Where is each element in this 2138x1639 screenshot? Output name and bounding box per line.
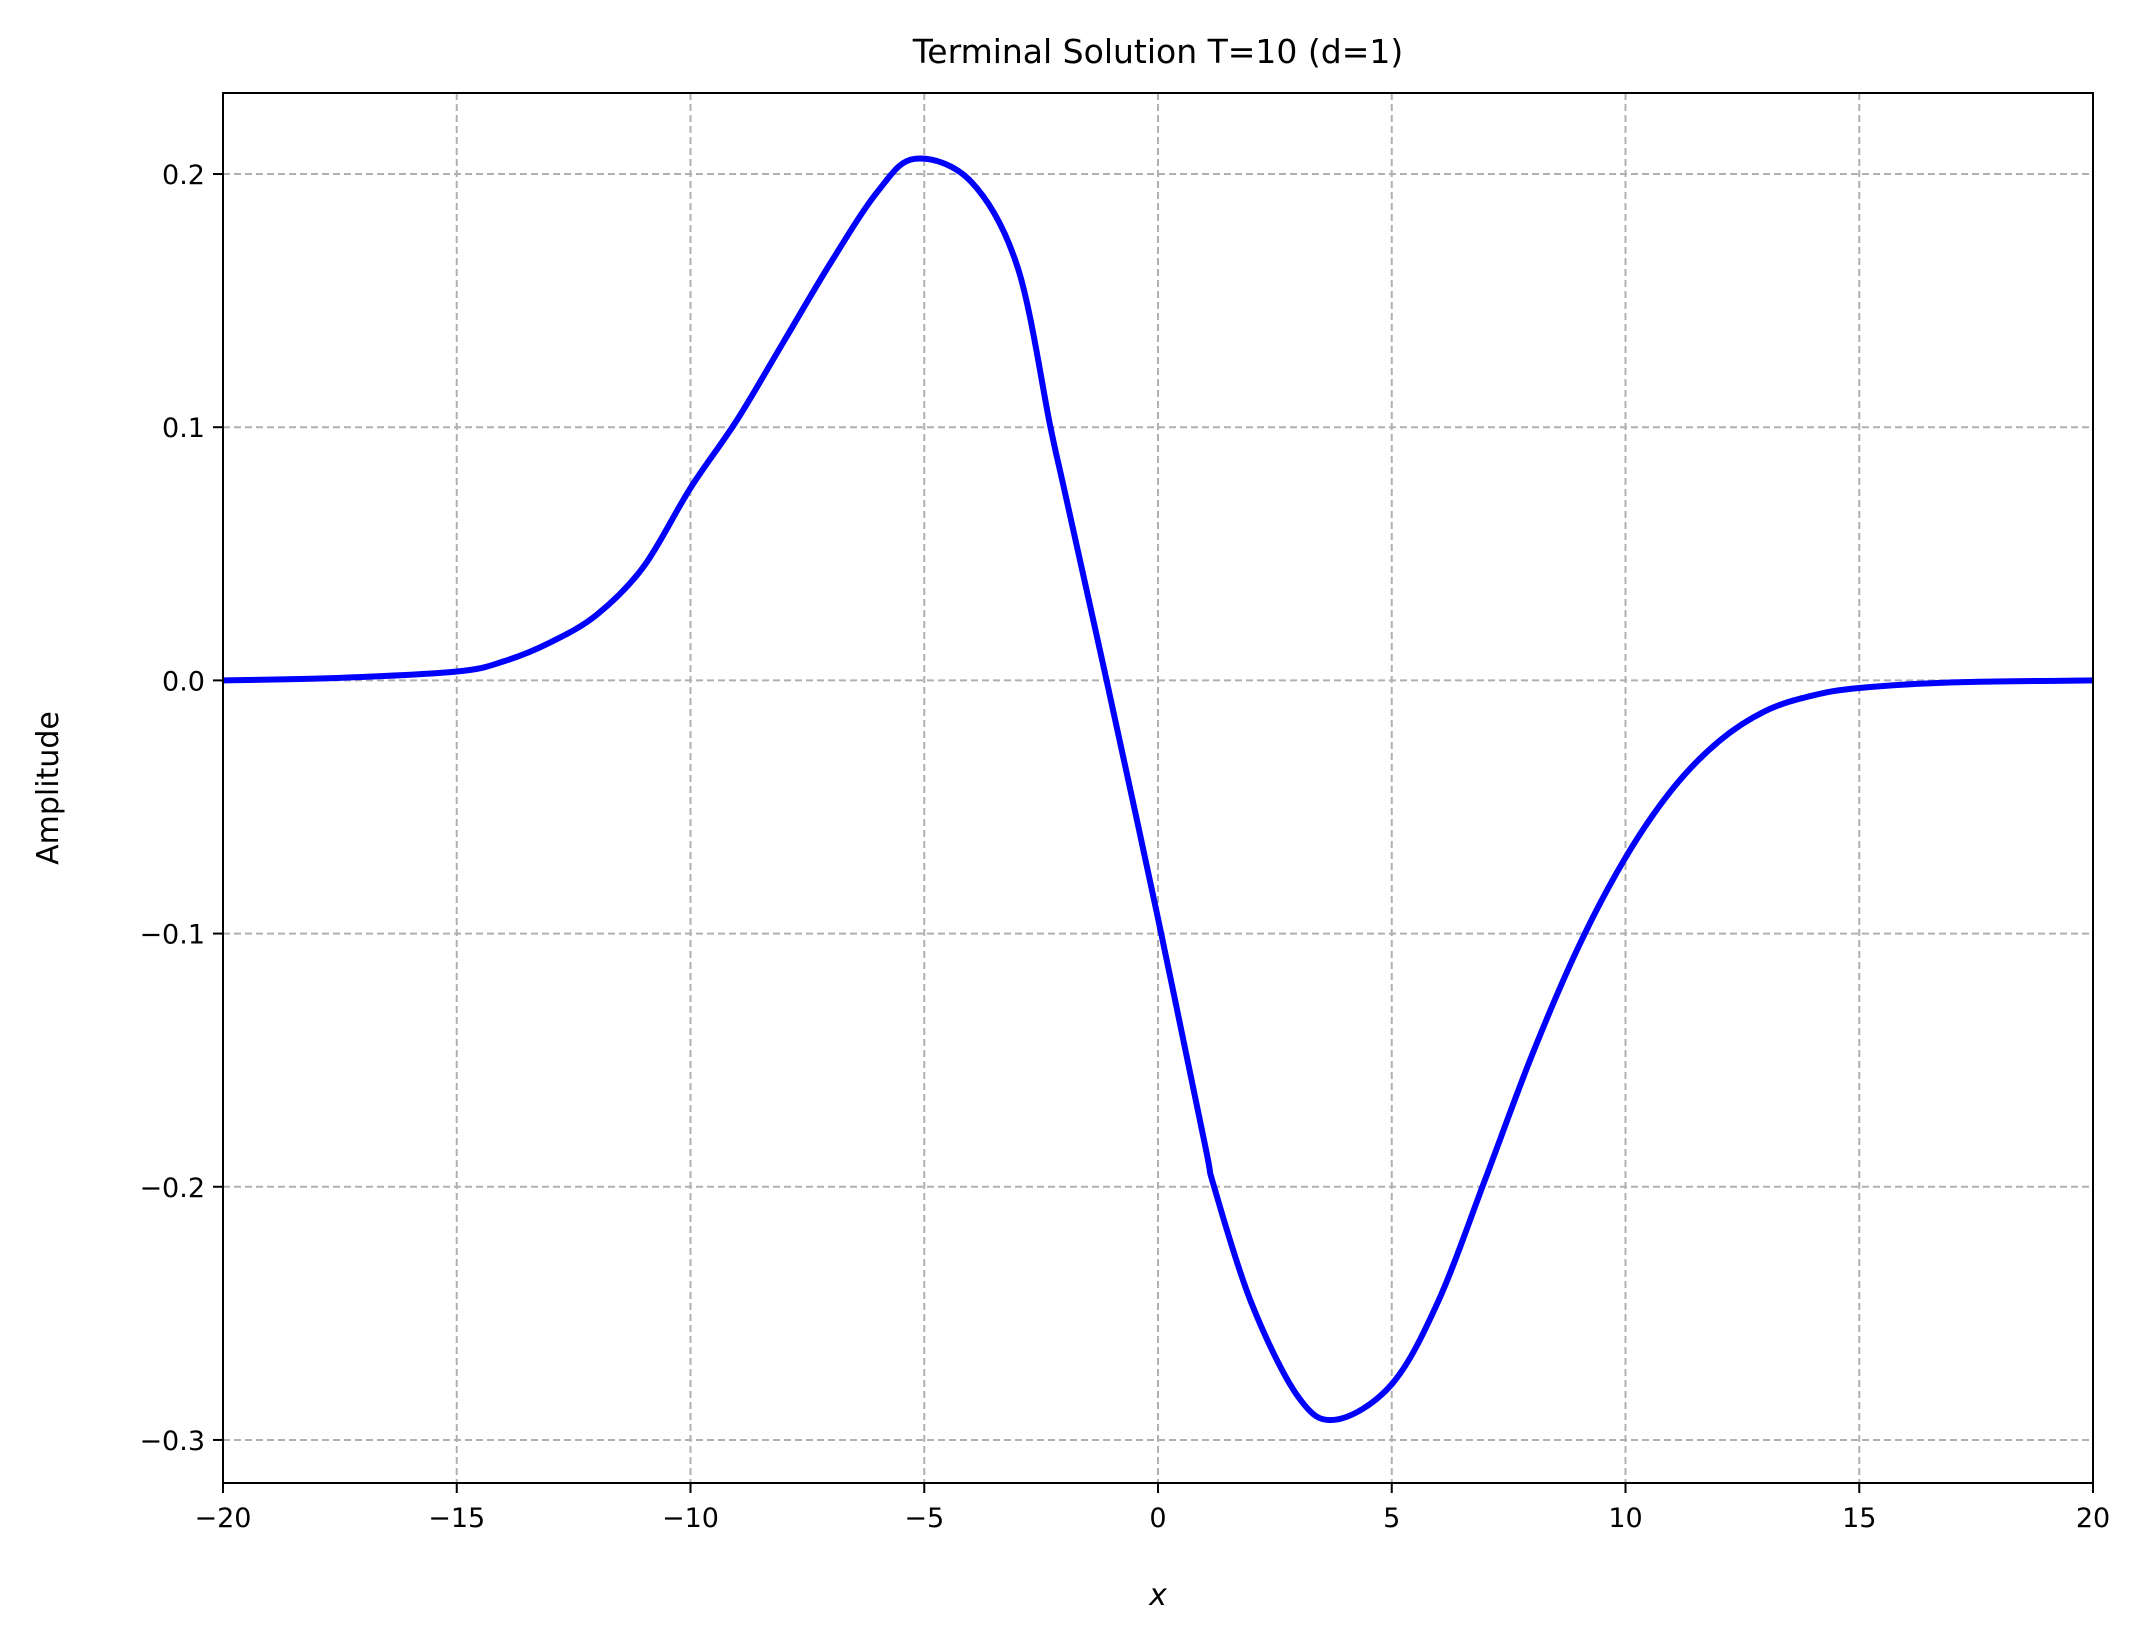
- y-tick-label: 0.1: [162, 413, 205, 444]
- x-tick-label: −15: [428, 1503, 485, 1534]
- x-ticks: −20 −15 −10 −5 0 5 10 15 20: [195, 1483, 2110, 1534]
- y-tick-label: −0.1: [139, 920, 205, 951]
- x-tick-label: −10: [662, 1503, 719, 1534]
- grid: [222, 93, 2094, 1483]
- y-ticks: −0.3 −0.2 −0.1 0.0 0.1 0.2: [139, 160, 223, 1457]
- y-tick-label: −0.3: [139, 1426, 205, 1457]
- y-tick-label: 0.2: [162, 160, 205, 191]
- y-tick-label: 0.0: [162, 666, 205, 697]
- x-tick-label: 20: [2076, 1503, 2110, 1534]
- x-tick-label: −5: [904, 1503, 944, 1534]
- series-line: [222, 155, 2094, 1424]
- y-tick-label: −0.2: [139, 1173, 205, 1204]
- y-axis-label: Amplitude: [31, 711, 66, 865]
- x-tick-label: 5: [1383, 1503, 1400, 1534]
- series-layer: [222, 155, 2094, 1424]
- x-axis-label: x: [1148, 1578, 1167, 1613]
- x-tick-label: 10: [1608, 1503, 1642, 1534]
- x-tick-label: −20: [195, 1503, 252, 1534]
- x-tick-label: 0: [1149, 1503, 1166, 1534]
- chart-title: Terminal Solution T=10 (d=1): [912, 32, 1404, 71]
- x-tick-label: 15: [1842, 1503, 1876, 1534]
